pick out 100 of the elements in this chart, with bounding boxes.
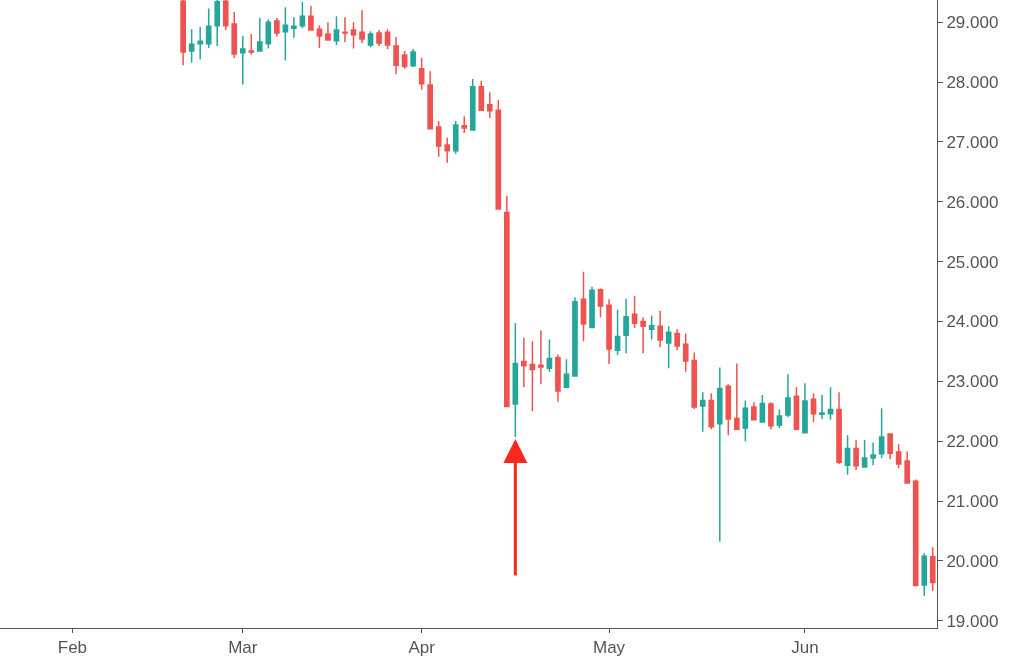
candlestick [733, 362, 740, 430]
candlestick [742, 399, 749, 442]
candlestick [674, 328, 681, 351]
candlestick [657, 309, 663, 348]
candlestick [751, 401, 757, 421]
candlestick [367, 30, 374, 49]
candlestick [435, 120, 442, 158]
candlestick [572, 296, 578, 377]
candlestick [291, 16, 297, 39]
y-tick-label: 25.000 [946, 252, 999, 272]
candlestick [538, 329, 544, 386]
candlestick [785, 373, 791, 419]
candlestick [887, 432, 893, 460]
candlestick [521, 336, 527, 389]
candlestick [316, 24, 323, 49]
candlestick [529, 340, 536, 413]
candlestick [256, 17, 263, 52]
candlestick [495, 99, 502, 210]
candlestick [606, 298, 612, 365]
candlestick [844, 434, 851, 476]
candlestick [546, 338, 553, 373]
candlestick [725, 383, 732, 436]
candlestick [222, 0, 229, 31]
candlestick [444, 136, 451, 164]
candlestick [580, 271, 587, 342]
candlestick [359, 9, 365, 44]
y-tick-label: 20.000 [946, 551, 999, 571]
candlestick [716, 366, 723, 543]
candlestick [878, 407, 885, 459]
candlestick [503, 195, 510, 408]
candlestick [776, 408, 783, 429]
candlestick [699, 391, 706, 433]
candlestick [640, 316, 646, 354]
candlestick [631, 294, 638, 329]
candlestick [308, 5, 314, 31]
candlestick [614, 308, 621, 356]
y-tick-label: 22.000 [946, 432, 999, 452]
candlestick [282, 6, 289, 62]
candlestick [239, 35, 246, 86]
candlestick [214, 0, 221, 47]
candlestick [461, 115, 468, 134]
candlestick [904, 450, 911, 484]
x-tick-label: Feb [57, 638, 88, 658]
candlestick [819, 394, 825, 420]
candlestick [912, 478, 919, 587]
candlestick [197, 26, 204, 61]
candlestick [478, 80, 485, 111]
candlestick [265, 18, 272, 50]
candlestick [929, 546, 936, 592]
candlestick [691, 351, 698, 410]
candlestick [563, 358, 570, 389]
y-tick-label: 26.000 [946, 192, 999, 212]
candlestick [350, 21, 357, 50]
candlestick [299, 1, 306, 29]
candlestick [512, 322, 519, 438]
candlestick [802, 382, 808, 434]
candlestick [393, 36, 399, 75]
candlestick [452, 120, 459, 155]
candlestick [665, 325, 672, 369]
candlestick [708, 392, 715, 430]
candlestick [597, 287, 604, 319]
candlestick [410, 48, 416, 68]
candlestick [333, 15, 340, 46]
y-tick-label: 23.000 [946, 372, 999, 392]
y-tick-label: 24.000 [946, 312, 999, 332]
x-tick-label: May [592, 638, 626, 658]
candlestick [205, 7, 212, 49]
candlestick [427, 70, 434, 130]
y-tick-label: 28.000 [946, 72, 999, 92]
y-tick-label: 21.000 [946, 492, 999, 512]
x-tick-label: Apr [408, 638, 436, 658]
candlestick [648, 314, 655, 341]
candlestick [921, 552, 928, 597]
candlestick [827, 386, 834, 421]
y-tick-label: 27.000 [946, 132, 999, 152]
candlestick [188, 28, 195, 64]
y-tick-label: 29.000 [946, 13, 999, 33]
candlestick [469, 78, 476, 131]
x-tick-label: Jun [791, 638, 819, 658]
y-tick-label: 19.000 [946, 611, 999, 631]
candlestick [231, 11, 238, 59]
candlestick [325, 21, 331, 41]
candlestick [623, 297, 629, 354]
candlestick [853, 439, 859, 471]
candlestick [274, 17, 280, 38]
candlestick [376, 29, 382, 47]
candlestick [768, 401, 774, 430]
candlestick [555, 353, 561, 403]
candlestick [180, 0, 186, 66]
candlestick [836, 391, 842, 465]
x-tick-label: Mar [228, 638, 258, 658]
candlestick [861, 439, 868, 468]
candlestick [342, 16, 348, 43]
candlestick [895, 443, 902, 469]
candlestick [248, 33, 255, 56]
candlestick [589, 286, 595, 329]
candlestick [682, 332, 689, 373]
candlestick [418, 57, 425, 91]
candlestick [486, 91, 493, 119]
candlestick [870, 441, 876, 466]
